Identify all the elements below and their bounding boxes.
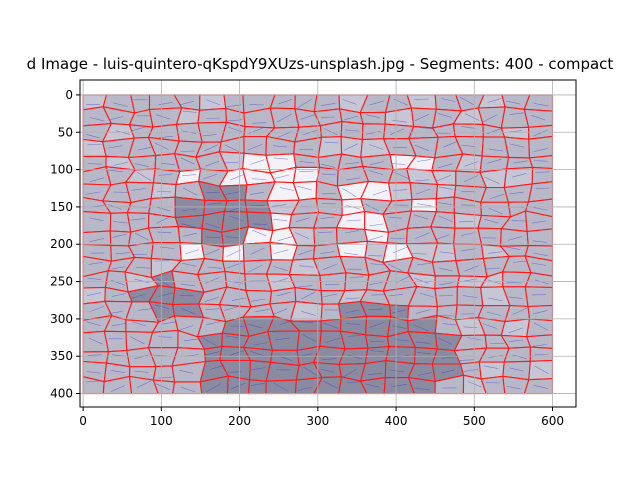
segment-cell: [244, 137, 267, 156]
segment-cell: [524, 95, 552, 111]
segment-cell: [525, 287, 552, 307]
x-tick-label: 600: [541, 414, 564, 428]
segment-cell: [524, 109, 552, 127]
segment-cell: [454, 244, 484, 261]
segment-cell: [481, 376, 505, 393]
segment-cell: [432, 261, 459, 276]
x-tick-label: 0: [79, 414, 87, 428]
segment-cell: [243, 227, 272, 244]
y-tick-label: 400: [50, 387, 73, 401]
segment-cell: [151, 183, 176, 199]
segment-cell: [290, 302, 322, 322]
chart-title: d Image - luis-quintero-qKspdY9XUzs-unsp…: [27, 55, 614, 73]
segment-cell: [456, 259, 487, 277]
segment-cell: [110, 231, 131, 246]
segment-cell: [83, 212, 111, 233]
y-tick-label: 350: [50, 349, 73, 363]
segment-cell: [204, 347, 222, 362]
segment-cell: [321, 304, 341, 321]
segment-cell: [505, 137, 530, 158]
segment-cell: [453, 124, 483, 137]
segment-cell: [243, 242, 271, 261]
segment-cell: [321, 319, 341, 331]
segment-cell: [528, 306, 553, 321]
segment-cell: [436, 197, 454, 213]
segment-cell: [153, 366, 174, 382]
segment-cell: [454, 228, 482, 244]
y-tick-label: 0: [65, 88, 73, 102]
segment-cell: [224, 200, 247, 212]
y-tick-label: 250: [50, 275, 73, 289]
segment-cell: [435, 287, 458, 307]
segment-cell: [481, 188, 509, 203]
segment-cell: [149, 331, 179, 348]
segment-cell: [314, 228, 337, 246]
y-tick-label: 100: [50, 163, 73, 177]
segment-cell: [504, 347, 530, 362]
segment-cell: [527, 319, 553, 337]
segment-cell: [149, 226, 181, 242]
segment-cell: [249, 380, 267, 394]
y-tick-label: 300: [50, 312, 73, 326]
y-tick-label: 200: [50, 237, 73, 251]
segment-cell: [362, 124, 385, 140]
segment-cell: [529, 361, 553, 380]
segment-cell: [227, 376, 249, 394]
segment-cell: [411, 199, 436, 212]
x-tick-label: 100: [150, 414, 173, 428]
y-tick-label: 150: [50, 200, 73, 214]
segment-cell: [529, 182, 553, 202]
segment-cell: [360, 112, 385, 124]
segment-cell: [268, 331, 299, 350]
segment-cell: [365, 230, 389, 243]
segment-cell: [481, 202, 511, 217]
segment-cell: [153, 169, 179, 185]
segment-cell: [407, 95, 436, 109]
segment-cell: [411, 108, 436, 128]
segment-cell: [83, 231, 111, 245]
segment-cell: [527, 229, 552, 246]
segment-cell: [266, 380, 296, 394]
segment-cell: [501, 229, 529, 247]
x-tick-label: 500: [463, 414, 486, 428]
x-tick-label: 300: [306, 414, 329, 428]
segment-cell: [530, 156, 553, 169]
x-tick-label: 400: [385, 414, 408, 428]
segment-cell: [151, 243, 181, 261]
segment-cell: [198, 108, 227, 123]
segment-cell: [178, 226, 202, 243]
segment-cell: [266, 362, 299, 381]
segment-cell: [527, 335, 553, 349]
segment-cell: [270, 95, 295, 109]
segment-cell: [478, 228, 501, 246]
segment-cell: [529, 136, 553, 158]
y-tick-label: 50: [58, 125, 73, 139]
segment-cell: [337, 241, 367, 257]
segment-cell: [104, 331, 126, 351]
segment-cell: [267, 260, 293, 275]
segment-cell: [223, 244, 244, 261]
segment-cell: [457, 287, 483, 306]
segment-cell: [454, 213, 481, 228]
segment-cell: [200, 95, 226, 110]
segment-cell: [173, 382, 202, 394]
segment-cell: [501, 319, 529, 337]
segment-cell: [389, 183, 412, 201]
x-tick-label: 200: [228, 414, 251, 428]
segment-cell: [175, 197, 205, 217]
